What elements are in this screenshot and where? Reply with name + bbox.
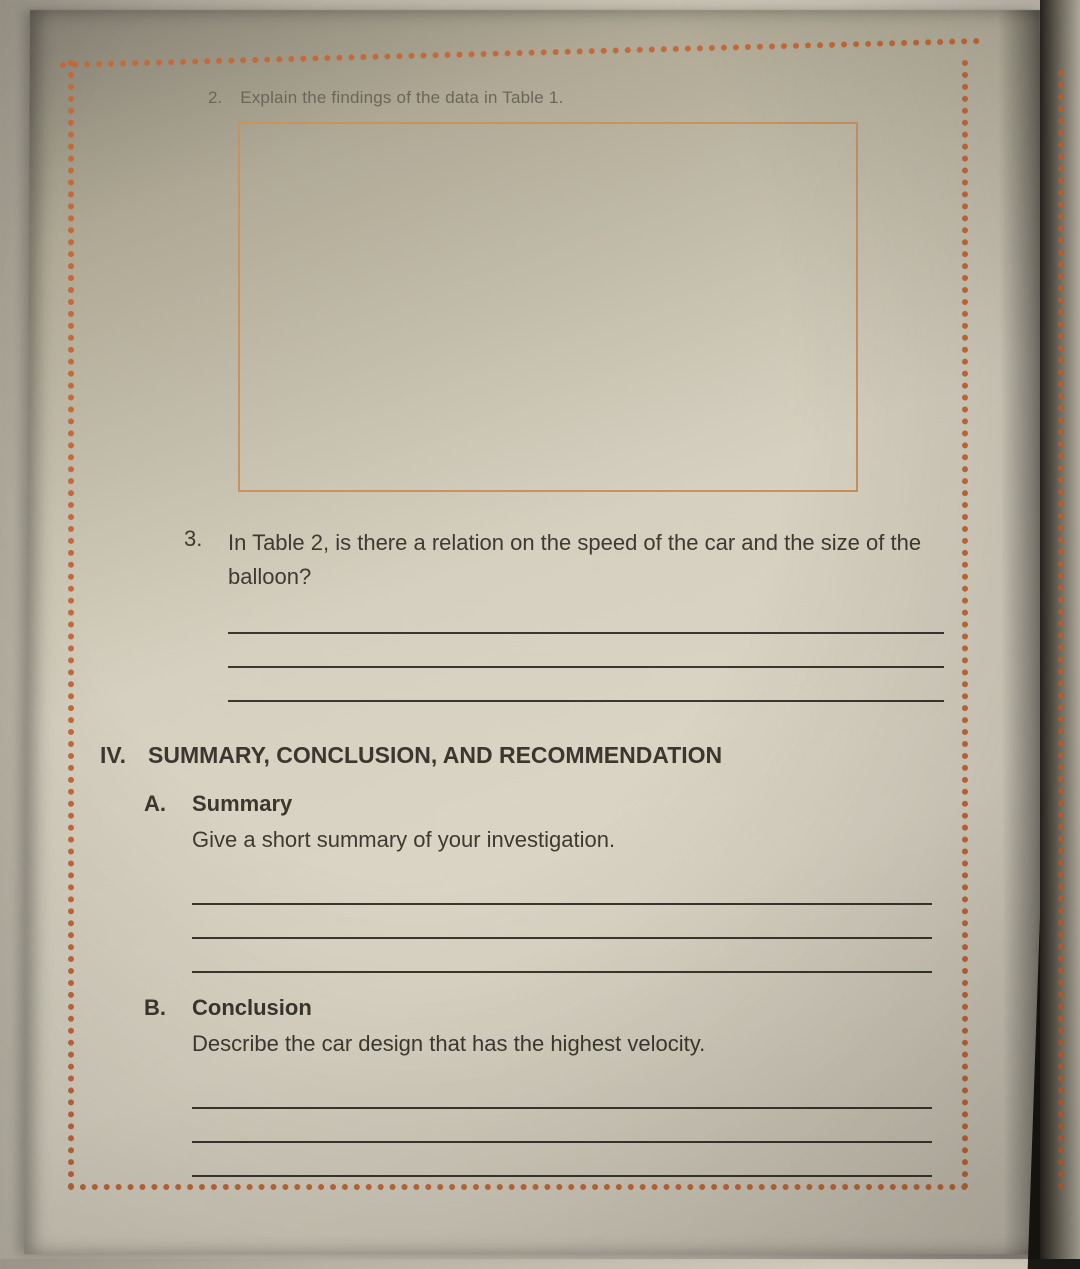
question-3: 3. In Table 2, is there a relation on th… [184, 526, 944, 702]
blank-line[interactable] [192, 871, 932, 905]
question-2-answer-box[interactable] [238, 122, 858, 492]
question-2-text: Explain the findings of the data in Tabl… [240, 88, 563, 108]
subsection-b: B. Conclusion Describe the car design th… [144, 995, 944, 1177]
blank-line[interactable] [228, 600, 944, 634]
question-3-number: 3. [184, 526, 208, 552]
subsection-a-desc: Give a short summary of your investigati… [192, 827, 944, 853]
question-3-answer-lines[interactable] [228, 600, 944, 702]
blank-line[interactable] [192, 939, 932, 973]
subsection-a-title: Summary [192, 791, 292, 817]
blank-line[interactable] [192, 1109, 932, 1143]
subsection-b-answer-lines[interactable] [192, 1075, 932, 1177]
subsection-b-letter: B. [144, 995, 170, 1021]
blank-line[interactable] [192, 1075, 932, 1109]
subsection-a-answer-lines[interactable] [192, 871, 932, 973]
subsection-a: A. Summary Give a short summary of your … [144, 791, 944, 973]
facing-page-dotted-border [1058, 70, 1066, 1190]
blank-line[interactable] [192, 1143, 932, 1177]
subsection-b-title: Conclusion [192, 995, 312, 1021]
question-2: 2. Explain the findings of the data in T… [208, 88, 948, 108]
question-2-number: 2. [208, 88, 222, 108]
blank-line[interactable] [228, 668, 944, 702]
blank-line[interactable] [192, 905, 932, 939]
section-iv-title: SUMMARY, CONCLUSION, AND RECOMMENDATION [148, 742, 722, 769]
section-iv-heading: IV. SUMMARY, CONCLUSION, AND RECOMMENDAT… [100, 742, 948, 769]
blank-line[interactable] [228, 634, 944, 668]
question-3-text: In Table 2, is there a relation on the s… [228, 526, 944, 594]
subsection-b-desc: Describe the car design that has the hig… [192, 1031, 944, 1057]
section-iv-numeral: IV. [100, 742, 126, 769]
subsection-a-letter: A. [144, 791, 170, 817]
worksheet-content: 2. Explain the findings of the data in T… [88, 70, 948, 1177]
